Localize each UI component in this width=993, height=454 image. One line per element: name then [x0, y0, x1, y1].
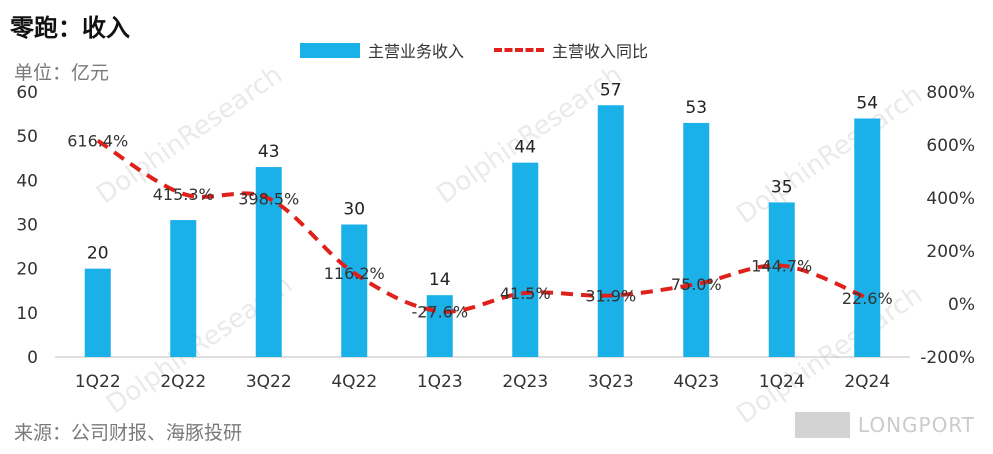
bar-value-label: 14: [429, 270, 451, 290]
bar: [683, 122, 710, 358]
bar-value-label: 20: [87, 244, 109, 264]
y-right-tick-label: 0%: [948, 295, 975, 315]
bar-value-label: 53: [685, 98, 707, 118]
y-left-tick-label: 30: [16, 216, 38, 236]
yoy-value-label: 616.4%: [67, 132, 128, 151]
brand-logo: LONGPORT: [794, 412, 975, 438]
legend-label-yoy: 主营收入同比: [552, 42, 649, 61]
y-right-tick-label: 400%: [926, 189, 975, 209]
x-tick-label: 2Q23: [502, 372, 548, 392]
yoy-value-label: 415.3%: [153, 185, 214, 204]
bar: [426, 295, 453, 357]
yoy-value-label: 31.9%: [585, 287, 636, 306]
yoy-value-label: 75.0%: [671, 275, 722, 294]
legend-swatch-bar: [300, 42, 360, 58]
bar-value-label: 54: [856, 94, 878, 114]
y-left-tick-label: 60: [16, 83, 38, 103]
bar: [512, 162, 539, 357]
y-left-tick-label: 20: [16, 260, 38, 280]
brand-mark-icon: [794, 412, 850, 438]
yoy-value-label: 22.6%: [842, 289, 893, 308]
x-tick-label: 1Q23: [417, 372, 463, 392]
bar: [597, 105, 624, 357]
y-left-tick-label: 0: [27, 348, 38, 368]
x-tick-label: 1Q22: [75, 372, 121, 392]
yoy-value-label: 41.5%: [500, 284, 551, 303]
chart-title: 零跑：收入: [10, 14, 130, 42]
y-right-tick-label: 200%: [926, 242, 975, 262]
x-tick-label: 2Q24: [844, 372, 890, 392]
bar-value-label: 35: [771, 177, 793, 197]
legend-swatch-line: [494, 48, 545, 52]
bar-value-label: 43: [258, 142, 280, 162]
y-right-tick-label: 800%: [926, 83, 975, 103]
x-tick-label: 1Q24: [759, 372, 805, 392]
bar-value-label: 30: [343, 200, 365, 220]
y-right-tick-label: 600%: [926, 136, 975, 156]
yoy-line: [96, 138, 868, 314]
bar: [341, 224, 368, 357]
y-left-tick-label: 50: [16, 127, 38, 147]
yoy-value-label: -27.6%: [411, 302, 468, 321]
bar: [170, 220, 197, 357]
yoy-value-label: 116.2%: [324, 264, 385, 283]
y-left-tick-label: 10: [16, 304, 38, 324]
bar-value-label: 44: [514, 138, 536, 158]
legend: 主营业务收入 主营收入同比: [300, 38, 648, 62]
x-tick-label: 3Q22: [246, 372, 292, 392]
x-tick-label: 3Q23: [588, 372, 634, 392]
yoy-value-label: 398.5%: [238, 189, 299, 208]
y-left-tick-label: 40: [16, 171, 38, 191]
legend-label-revenue: 主营业务收入: [368, 42, 465, 61]
brand-text: LONGPORT: [857, 413, 975, 437]
bar: [854, 118, 881, 357]
y-right-tick-label: -200%: [920, 348, 975, 368]
yoy-value-label: 144.7%: [751, 257, 812, 276]
x-tick-label: 2Q22: [160, 372, 206, 392]
x-tick-label: 4Q22: [331, 372, 377, 392]
bar: [768, 202, 795, 357]
x-tick-label: 4Q23: [673, 372, 719, 392]
bar-value-label: 57: [600, 80, 622, 100]
source-note: 来源：公司财报、海豚投研: [14, 422, 243, 444]
unit-label: 单位：亿元: [14, 62, 110, 84]
bar: [84, 268, 111, 357]
